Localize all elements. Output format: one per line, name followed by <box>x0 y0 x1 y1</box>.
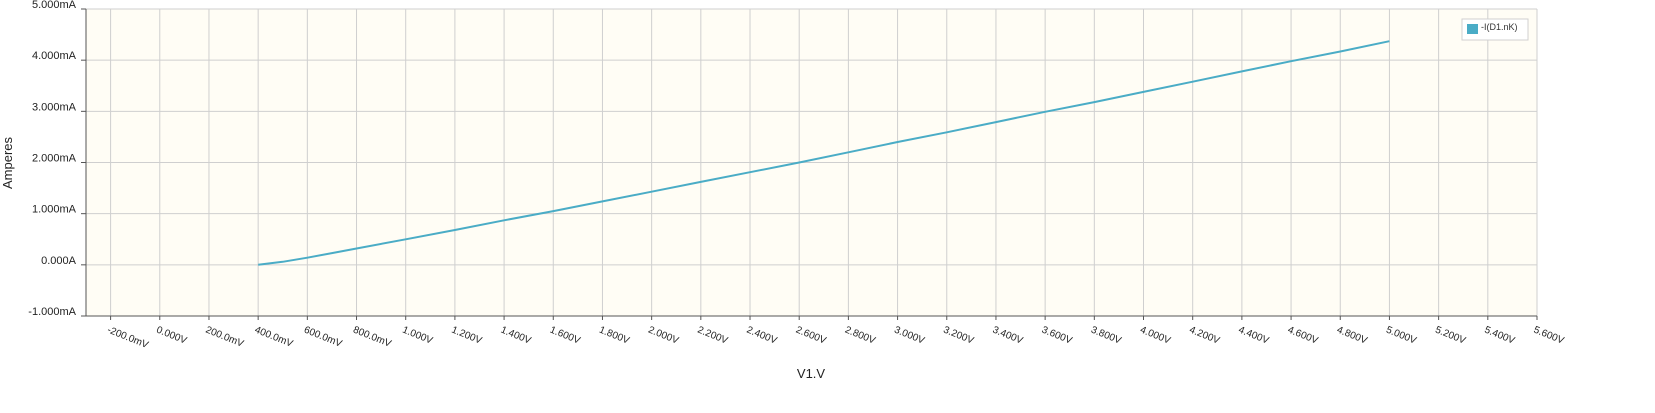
legend-box <box>1461 18 1529 41</box>
x-tick-label: 1.400V <box>499 325 533 347</box>
x-tick-label: 600.0mV <box>302 325 344 350</box>
x-tick-label: 3.400V <box>991 325 1025 347</box>
x-tick-label: 1.000V <box>401 325 435 347</box>
x-tick-label: 4.000V <box>1138 325 1172 347</box>
x-tick-label: 2.200V <box>696 325 730 347</box>
y-tick-label: 3.000mA <box>32 101 77 113</box>
x-tick-label: 400.0mV <box>253 325 295 350</box>
y-tick-labels: -1.000mA 0.000A 1.000mA 2.000mA 3.000mA 4.000… <box>28 0 76 318</box>
x-tick-label: 3.800V <box>1089 325 1123 347</box>
y-tick-label: 0.000A <box>41 255 77 267</box>
x-tick-labels: -200.0mV 0.000V 200.0mV 400.0mV 600.0mV 800.0… <box>105 325 1565 352</box>
x-tick-label: 4.800V <box>1335 325 1369 347</box>
legend-entry: -I(D1.nK) <box>1481 22 1518 32</box>
x-tick-label: 4.200V <box>1188 325 1222 347</box>
x-tick-label: 800.0mV <box>351 325 393 350</box>
x-tick-label: 0.000V <box>155 325 189 347</box>
x-tick-label: 200.0mV <box>204 325 246 350</box>
y-tick-label: 4.000mA <box>32 50 77 62</box>
x-tick-label: 4.600V <box>1286 325 1320 347</box>
x-tick-label: -200.0mV <box>105 325 150 352</box>
x-tick-label: 3.000V <box>892 325 926 347</box>
x-tick-label: 5.200V <box>1434 325 1468 347</box>
y-tick-label: -1.000mA <box>28 306 76 318</box>
y-axis-label: Amperes <box>0 136 15 189</box>
y-tick-label: 5.000mA <box>32 0 77 11</box>
legend-swatch <box>1467 24 1478 34</box>
x-tick-label: 2.400V <box>745 325 779 347</box>
axes <box>81 8 1538 320</box>
x-tick-label: 5.400V <box>1483 325 1517 347</box>
x-tick-label: 5.000V <box>1384 325 1418 347</box>
x-tick-label: 1.200V <box>450 325 484 347</box>
y-tick-label: 2.000mA <box>32 153 77 165</box>
x-tick-label: 3.600V <box>1040 325 1074 347</box>
x-tick-label: 2.600V <box>794 325 828 347</box>
x-tick-label: 5.600V <box>1532 325 1566 347</box>
x-tick-label: 4.400V <box>1237 325 1271 347</box>
y-tick-label: 1.000mA <box>32 204 77 216</box>
x-tick-label: 1.800V <box>597 325 631 347</box>
x-tick-label: 2.000V <box>647 325 681 347</box>
legend: -I(D1.nK) <box>1461 18 1529 41</box>
x-tick-label: 3.200V <box>942 325 976 347</box>
x-tick-label: 1.600V <box>548 325 582 347</box>
x-axis-label: V1.V <box>797 366 826 381</box>
x-tick-label: 2.800V <box>843 325 877 347</box>
series-lines <box>258 40 1390 266</box>
series-line <box>258 40 1390 266</box>
